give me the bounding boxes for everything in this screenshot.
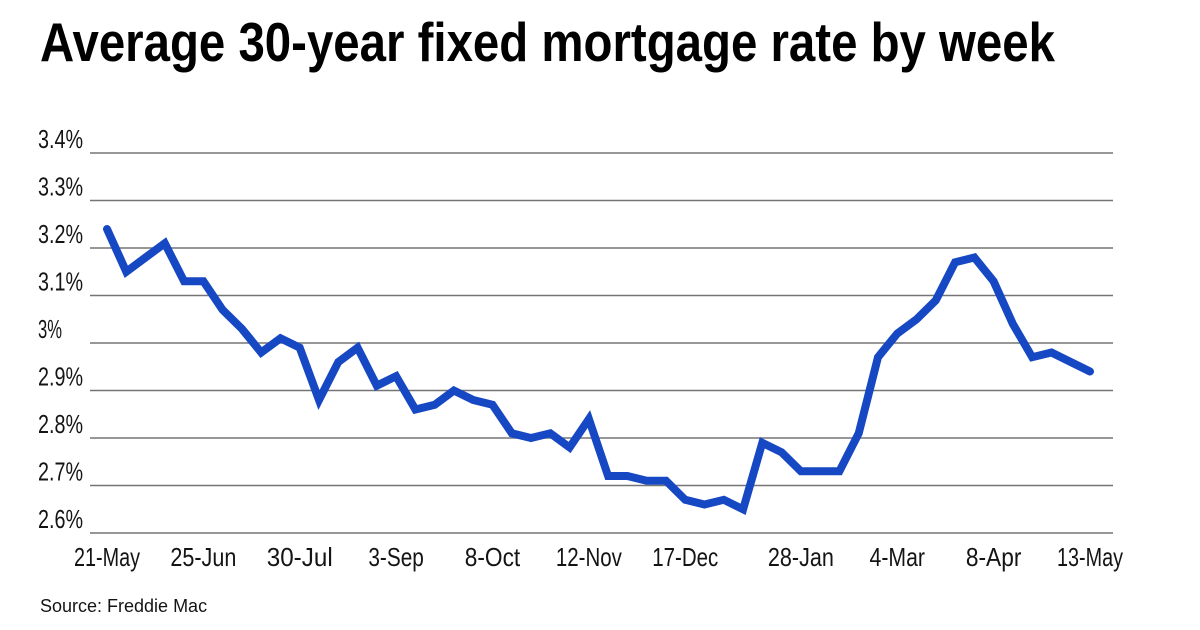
y-tick-label: 2.7%: [38, 457, 83, 487]
y-tick-label: 2.9%: [38, 362, 83, 392]
x-tick-label: 13-May: [1057, 542, 1123, 572]
x-tick-label: 12-Nov: [556, 542, 622, 572]
y-tick-label: 2.6%: [38, 504, 83, 534]
y-tick-label: 3.3%: [38, 172, 83, 202]
x-tick-label: 28-Jan: [768, 542, 834, 572]
y-tick-label: 3.1%: [38, 267, 83, 297]
x-tick-label: 8-Apr: [966, 542, 1022, 572]
x-tick-label: 21-May: [74, 542, 140, 572]
x-tick-label: 30-Jul: [267, 542, 333, 572]
x-tick-label: 4-Mar: [870, 542, 926, 572]
y-tick-label: 2.8%: [38, 409, 83, 439]
chart-title: Average 30-year fixed mortgage rate by w…: [40, 11, 1055, 73]
x-tick-label: 25-Jun: [170, 542, 236, 572]
y-tick-label: 3%: [38, 314, 62, 344]
plot-area: 3.4% 3.3% 3.2% 3.1% 3% 2.9% 2.8% 2.7% 2.6% 21-May…: [38, 124, 1123, 572]
y-tick-label: 3.2%: [38, 219, 83, 249]
rate-line: [103, 225, 1094, 515]
x-tick-label: 3-Sep: [368, 542, 424, 572]
y-tick-label: 3.4%: [38, 124, 83, 154]
x-tick-label: 17-Dec: [652, 542, 718, 572]
x-tick-label: 8-Oct: [465, 542, 521, 572]
source-note: Source: Freddie Mac: [40, 596, 207, 616]
